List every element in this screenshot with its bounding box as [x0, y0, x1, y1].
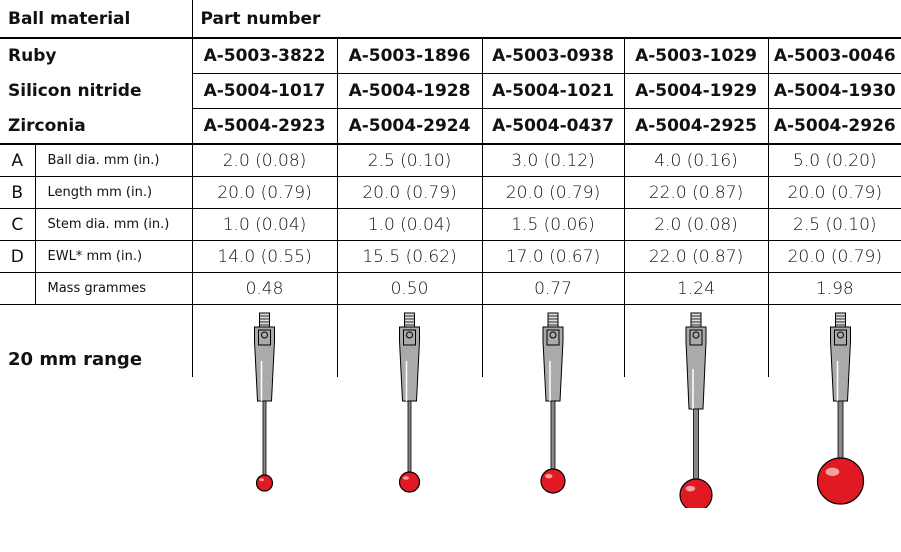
part-number: A-5004-2923	[192, 109, 337, 145]
stylus-image	[482, 305, 624, 508]
spec-value: 0.48	[192, 273, 337, 305]
material-name: Silicon nitride	[0, 74, 192, 109]
stylus-cell	[624, 305, 768, 552]
spec-value: 14.0 (0.55)	[192, 241, 337, 273]
spec-value: 15.5 (0.62)	[337, 241, 482, 273]
spec-value: 1.24	[624, 273, 768, 305]
stylus-image	[768, 305, 901, 508]
spec-code: B	[0, 177, 35, 209]
spec-value: 2.5 (0.10)	[337, 144, 482, 177]
part-number: A-5004-1021	[482, 74, 624, 109]
spec-value: 20.0 (0.79)	[192, 177, 337, 209]
spec-code: C	[0, 209, 35, 241]
stylus-image	[624, 305, 768, 508]
stylus-cell	[337, 305, 482, 552]
range-label: 20 mm range	[0, 305, 192, 552]
stylus-cell	[192, 305, 337, 552]
stylus-cell	[482, 305, 624, 552]
part-number: A-5004-2926	[768, 109, 901, 145]
spec-value: 2.0 (0.08)	[192, 144, 337, 177]
part-number: A-5004-1930	[768, 74, 901, 109]
spec-label: Ball dia. mm (in.)	[35, 144, 192, 177]
part-number: A-5004-2924	[337, 109, 482, 145]
spec-value: 0.77	[482, 273, 624, 305]
spec-value: 2.0 (0.08)	[624, 209, 768, 241]
spec-label: Mass grammes	[35, 273, 192, 305]
spec-value: 22.0 (0.87)	[624, 177, 768, 209]
spec-value: 20.0 (0.79)	[482, 177, 624, 209]
part-number: A-5004-1929	[624, 74, 768, 109]
spec-value: 4.0 (0.16)	[624, 144, 768, 177]
part-number: A-5003-1029	[624, 38, 768, 74]
spec-value: 3.0 (0.12)	[482, 144, 624, 177]
part-number: A-5003-3822	[192, 38, 337, 74]
stylus-image	[192, 305, 337, 508]
spec-code: A	[0, 144, 35, 177]
part-number: A-5003-1896	[337, 38, 482, 74]
spec-value: 20.0 (0.79)	[768, 241, 901, 273]
spec-code	[0, 273, 35, 305]
image-row: 20 mm range	[0, 305, 901, 552]
spec-label: EWL* mm (in.)	[35, 241, 192, 273]
part-number: A-5004-0437	[482, 109, 624, 145]
material-name: Zirconia	[0, 109, 192, 145]
spec-value: 2.5 (0.10)	[768, 209, 901, 241]
spec-value: 0.50	[337, 273, 482, 305]
spec-value: 20.0 (0.79)	[337, 177, 482, 209]
spec-label: Stem dia. mm (in.)	[35, 209, 192, 241]
part-number: A-5004-1928	[337, 74, 482, 109]
spec-value: 1.98	[768, 273, 901, 305]
spec-value: 5.0 (0.20)	[768, 144, 901, 177]
spec-value: 17.0 (0.67)	[482, 241, 624, 273]
spec-value: 1.0 (0.04)	[337, 209, 482, 241]
spec-value: 1.5 (0.06)	[482, 209, 624, 241]
part-number: A-5004-2925	[624, 109, 768, 145]
material-name: Ruby	[0, 38, 192, 74]
header-cell: Part number	[192, 0, 901, 38]
spec-value: 22.0 (0.87)	[624, 241, 768, 273]
stylus-image	[337, 305, 482, 508]
part-number: A-5003-0938	[482, 38, 624, 74]
part-number: A-5004-1017	[192, 74, 337, 109]
part-number: A-5003-0046	[768, 38, 901, 74]
header-row: Ball material Part number	[0, 0, 901, 38]
spec-label: Length mm (in.)	[35, 177, 192, 209]
stylus-cell	[768, 305, 901, 552]
header-cell: Ball material	[0, 0, 192, 38]
spec-code: D	[0, 241, 35, 273]
spec-value: 1.0 (0.04)	[192, 209, 337, 241]
spec-value: 20.0 (0.79)	[768, 177, 901, 209]
